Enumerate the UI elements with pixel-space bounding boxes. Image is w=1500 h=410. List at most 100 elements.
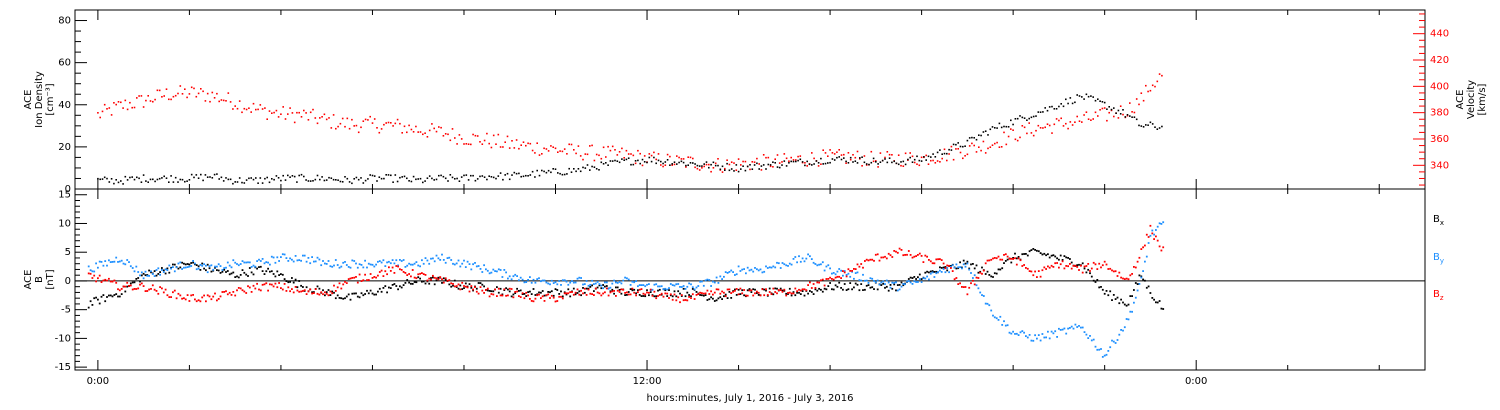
by-series-point bbox=[175, 266, 178, 269]
density-series-point bbox=[1115, 112, 1117, 114]
bz-series-point bbox=[87, 272, 90, 275]
velocity-series-point bbox=[396, 118, 399, 121]
velocity-series-point bbox=[852, 154, 854, 156]
bz-series-point bbox=[986, 259, 989, 262]
by-series-point bbox=[1100, 348, 1102, 350]
density-series-point bbox=[1071, 102, 1074, 105]
bz-series-point bbox=[929, 260, 932, 263]
velocity-series-point bbox=[1039, 127, 1042, 129]
velocity-series-point bbox=[1044, 126, 1046, 129]
bx-series-point bbox=[633, 288, 636, 291]
velocity-series-point bbox=[291, 112, 294, 114]
by-series-point bbox=[236, 263, 238, 265]
velocity-series-point bbox=[694, 166, 696, 169]
by-series-point bbox=[186, 266, 189, 268]
density-series-point bbox=[330, 177, 333, 179]
by-series-point bbox=[195, 268, 198, 271]
bz-series-point bbox=[964, 286, 967, 288]
bx-series-point bbox=[1012, 257, 1014, 259]
bx-series-point bbox=[787, 293, 789, 295]
density-series-point bbox=[648, 156, 651, 159]
bx-series-point bbox=[902, 284, 905, 287]
bz-series-point bbox=[93, 274, 96, 277]
density-series-point bbox=[154, 180, 156, 183]
bx-series-point bbox=[245, 273, 248, 276]
velocity-series-point bbox=[854, 156, 857, 159]
velocity-series-point bbox=[557, 151, 559, 153]
velocity-series-point bbox=[502, 146, 504, 148]
bz-series-point bbox=[1004, 253, 1007, 256]
density-series-point bbox=[108, 181, 111, 183]
density-series-point bbox=[962, 145, 964, 148]
by-series-point bbox=[470, 268, 473, 271]
velocity-series-point bbox=[142, 106, 145, 108]
velocity-series-point bbox=[730, 161, 733, 163]
velocity-series-point bbox=[186, 96, 188, 99]
density-series-point bbox=[673, 161, 676, 163]
bx-series-point bbox=[845, 289, 848, 291]
by-series-point bbox=[961, 267, 963, 270]
bz-series-point bbox=[708, 293, 711, 295]
by-series-point bbox=[514, 273, 517, 276]
by-series-point bbox=[607, 287, 610, 290]
velocity-series-point bbox=[756, 157, 758, 160]
by-series-point bbox=[1144, 260, 1146, 263]
velocity-series-point bbox=[367, 119, 369, 121]
bx-series-point bbox=[856, 283, 859, 286]
bx-series-point bbox=[1041, 253, 1044, 256]
velocity-series-point bbox=[1069, 121, 1072, 123]
by-series-point bbox=[843, 270, 846, 272]
bx-series-point bbox=[356, 295, 359, 298]
bx-series-point bbox=[324, 294, 326, 297]
density-series-point bbox=[1069, 97, 1072, 99]
bx-series-point bbox=[699, 294, 701, 296]
bx-series-point bbox=[807, 292, 809, 295]
density-series-point bbox=[456, 177, 458, 180]
density-series-point bbox=[879, 161, 882, 163]
velocity-series-point bbox=[1122, 113, 1124, 116]
bz-series-point bbox=[915, 255, 917, 257]
density-series-point bbox=[1126, 114, 1129, 116]
by-series-point bbox=[453, 263, 456, 266]
bz-series-point bbox=[697, 293, 700, 295]
density-series-point bbox=[197, 177, 200, 179]
by-series-point bbox=[371, 263, 374, 266]
density-series-point bbox=[1101, 101, 1104, 103]
by-series-point bbox=[774, 266, 777, 269]
velocity-series-point bbox=[222, 99, 225, 102]
velocity-series-point bbox=[197, 92, 200, 95]
by-series-point bbox=[618, 281, 621, 283]
velocity-series-point bbox=[824, 152, 827, 154]
bz-series-point bbox=[503, 288, 506, 291]
bz-series-point bbox=[776, 292, 778, 295]
velocity-series-point bbox=[330, 127, 333, 129]
bx-series-point bbox=[801, 290, 804, 292]
bz-series-point bbox=[468, 290, 471, 293]
bz-series-point bbox=[825, 278, 828, 280]
density-series-point bbox=[319, 178, 321, 181]
by-series-point bbox=[977, 287, 980, 290]
bx-series-point bbox=[1015, 257, 1018, 260]
by-series-point bbox=[933, 276, 936, 278]
bz-series-point bbox=[922, 261, 925, 263]
density-series-point bbox=[733, 170, 735, 172]
by-series-point bbox=[373, 265, 376, 268]
bx-series-point bbox=[525, 295, 528, 297]
by-series-point bbox=[161, 269, 163, 271]
velocity-series-point bbox=[630, 153, 632, 155]
bz-series-point bbox=[1032, 274, 1035, 277]
by-series-point bbox=[677, 283, 680, 285]
density-series-point bbox=[822, 163, 824, 165]
bx-series-point bbox=[523, 293, 526, 295]
bx-series-point bbox=[441, 282, 443, 284]
by-series-point bbox=[1076, 326, 1079, 328]
velocity-series-point bbox=[362, 120, 365, 122]
velocity-series-point bbox=[552, 146, 554, 148]
bz-series-point bbox=[948, 264, 950, 267]
density-series-point bbox=[373, 175, 376, 177]
bx-series-point bbox=[1151, 297, 1154, 299]
velocity-series-point bbox=[211, 91, 214, 94]
bx-series-point bbox=[1098, 286, 1101, 289]
bz-series-point bbox=[973, 283, 976, 286]
by-series-point bbox=[895, 281, 897, 284]
